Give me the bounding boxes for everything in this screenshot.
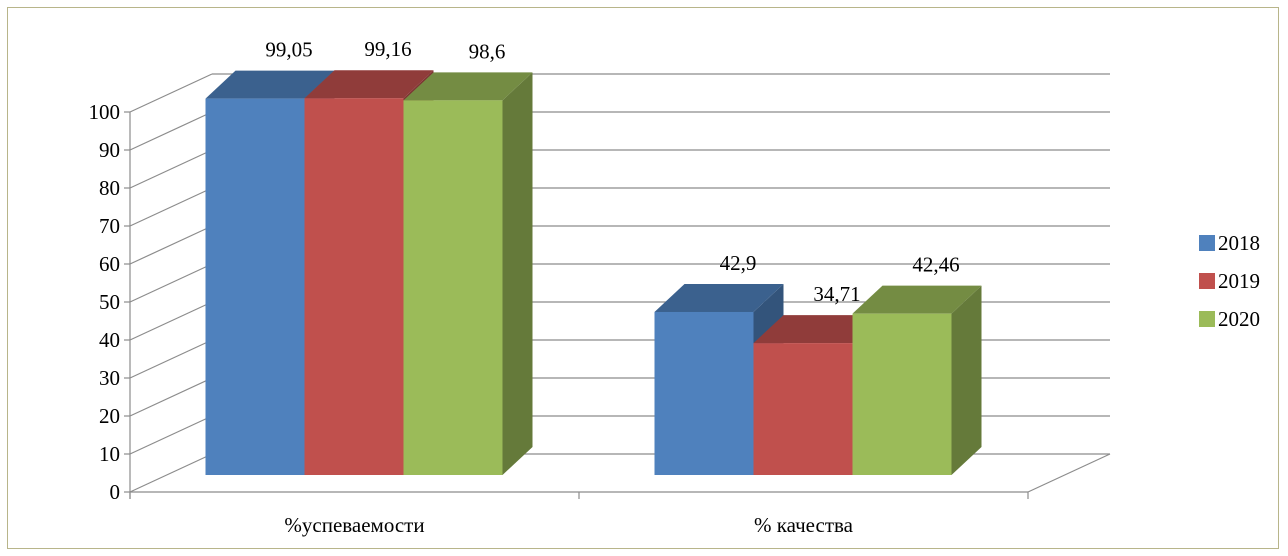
data-labels: 99,05 99,16 98,6 42,9 34,71 42,46 <box>265 37 959 306</box>
y-axis-ticks: 0 10 20 30 40 50 60 70 80 90 100 <box>89 100 130 504</box>
y-tick-label: 100 <box>89 100 121 124</box>
data-label: 99,05 <box>265 38 312 62</box>
x-category-label: % качества <box>754 513 854 537</box>
y-tick-label: 10 <box>99 442 120 466</box>
bar-top-2020 <box>403 72 533 101</box>
legend-swatch-2019 <box>1199 273 1215 289</box>
legend-label: 2019 <box>1218 269 1260 293</box>
gridline-diagonal <box>129 339 213 379</box>
gridline-diagonal <box>129 453 213 493</box>
bar-top-2019 <box>753 315 883 344</box>
y-tick-label: 80 <box>99 176 120 200</box>
data-label: 99,16 <box>364 37 411 61</box>
bar-side-2020 <box>951 285 982 475</box>
y-tick-label: 40 <box>99 328 120 352</box>
legend-swatch-2020 <box>1199 311 1215 327</box>
bar-2018 <box>205 98 305 476</box>
y-tick-label: 60 <box>99 252 120 276</box>
bar-2019 <box>753 343 853 475</box>
legend-label: 2018 <box>1218 231 1260 255</box>
data-label: 42,46 <box>912 253 959 277</box>
y-tick-label: 70 <box>99 214 120 238</box>
legend-label: 2020 <box>1218 307 1260 331</box>
gridline-diagonal <box>129 225 213 265</box>
bar-2019 <box>304 98 404 475</box>
data-label: 34,71 <box>813 282 860 306</box>
gridline-diagonal <box>129 377 213 417</box>
bars <box>205 70 982 476</box>
gridline-diagonal <box>129 415 213 455</box>
y-tick-label: 50 <box>99 290 120 314</box>
data-label: 42,9 <box>720 251 757 275</box>
bar-top-2018 <box>205 70 335 99</box>
bar-top-2019 <box>304 70 434 99</box>
data-label: 98,6 <box>469 39 506 63</box>
gridline-diagonal <box>129 111 213 151</box>
bar-2018 <box>654 311 754 475</box>
gridline-diagonal <box>129 187 213 227</box>
x-category-label: %успеваемости <box>284 513 424 537</box>
gridline-diagonal <box>129 149 213 189</box>
y-tick-label: 0 <box>110 480 121 504</box>
gridline-diagonal <box>129 301 213 341</box>
floor-right-edge <box>1027 453 1111 493</box>
bar-top-2018 <box>654 283 784 312</box>
bar-side-2020 <box>502 72 533 475</box>
gridline-diagonal <box>129 263 213 303</box>
gridline-diagonal <box>129 73 213 113</box>
bar-top-2020 <box>852 285 982 314</box>
y-tick-label: 20 <box>99 404 120 428</box>
legend-swatch-2018 <box>1199 235 1215 251</box>
legend: 2018 2019 2020 <box>1199 231 1260 331</box>
y-tick-label: 30 <box>99 366 120 390</box>
bar-2020 <box>403 100 503 475</box>
y-tick-label: 90 <box>99 138 120 162</box>
bar-2020 <box>852 313 952 475</box>
